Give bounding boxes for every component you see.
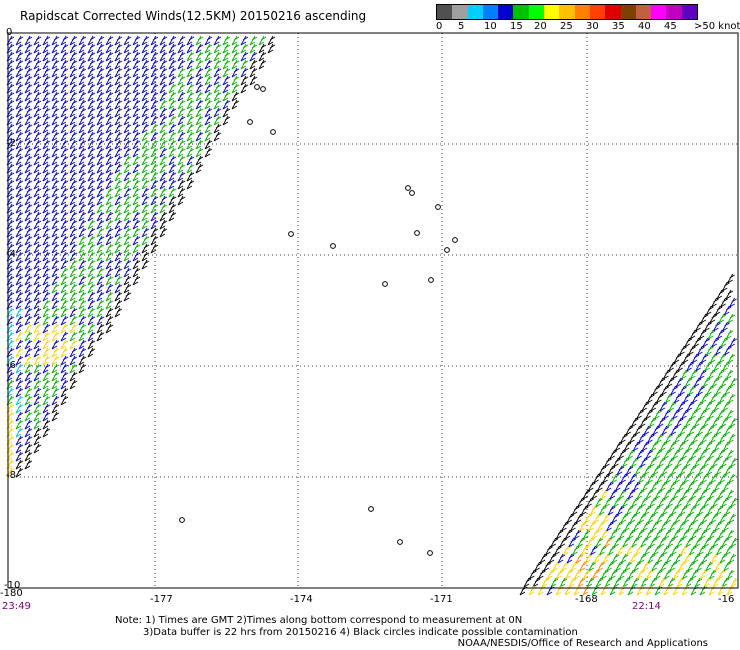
legend-label: 15 xyxy=(510,21,523,32)
y-label-8: -8 xyxy=(6,470,16,481)
legend-label: 40 xyxy=(638,21,651,32)
legend-swatch xyxy=(467,5,483,19)
x-label-1: -180 xyxy=(0,588,23,599)
legend-swatch xyxy=(452,5,468,19)
island-outlines xyxy=(179,84,458,556)
y-label-4: -4 xyxy=(6,249,16,260)
legend-label: 10 xyxy=(484,21,497,32)
legend-swatch xyxy=(482,5,499,19)
legend-swatch xyxy=(681,5,698,19)
x-label-5: -168 xyxy=(575,594,598,605)
time-left: 23:49 xyxy=(2,601,31,612)
legend-swatch xyxy=(498,5,514,19)
y-label-0: 0 xyxy=(6,27,13,38)
x-label-6: -16 xyxy=(718,594,735,605)
x-label-3: -174 xyxy=(290,594,313,605)
legend-label: 5 xyxy=(458,21,465,32)
wind-barbs xyxy=(6,35,739,596)
notes-line-1: Note: 1) Times are GMT 2)Times along bot… xyxy=(115,615,523,626)
legend-swatch xyxy=(513,5,529,19)
y-label-10: -10 xyxy=(4,580,21,591)
legend-swatch xyxy=(605,5,621,19)
map-frame xyxy=(7,32,739,589)
time-right: 22:14 xyxy=(632,601,661,612)
x-label-2: -177 xyxy=(150,594,173,605)
legend-swatch xyxy=(589,5,606,19)
notes-line-2: 3)Data buffer is 22 hrs from 20150216 4)… xyxy=(143,627,578,638)
credit: NOAA/NESDIS/Office of Research and Appli… xyxy=(457,638,708,649)
legend-swatch xyxy=(666,5,682,19)
legend-color-bar xyxy=(436,4,699,20)
legend-label: 0 xyxy=(436,21,443,32)
legend-label: 45 xyxy=(664,21,677,32)
legend-label: 20 xyxy=(534,21,547,32)
legend-swatch xyxy=(559,5,575,19)
x-label-4: -171 xyxy=(430,594,453,605)
map-title: Rapidscat Corrected Winds(12.5KM) 201502… xyxy=(20,9,367,23)
legend-swatch xyxy=(574,5,590,19)
legend-swatch xyxy=(635,5,652,19)
grid-lines xyxy=(8,33,738,588)
legend-swatch xyxy=(620,5,636,19)
legend-swatch xyxy=(544,5,560,19)
legend-label: >50 knots xyxy=(694,21,740,32)
legend-swatch xyxy=(528,5,545,19)
legend-label: 35 xyxy=(612,21,625,32)
wind-speed-legend: 0 5 10 15 20 25 30 35 40 45 >50 knots xyxy=(436,4,740,32)
legend-label: 30 xyxy=(586,21,599,32)
y-label-2: -2 xyxy=(6,138,16,149)
legend-swatch xyxy=(651,5,667,19)
notes: Note: 1) Times are GMT 2)Times along bot… xyxy=(115,615,578,639)
legend-swatch xyxy=(437,5,453,19)
legend-label: 25 xyxy=(560,21,573,32)
y-label-6: -6 xyxy=(6,360,16,371)
